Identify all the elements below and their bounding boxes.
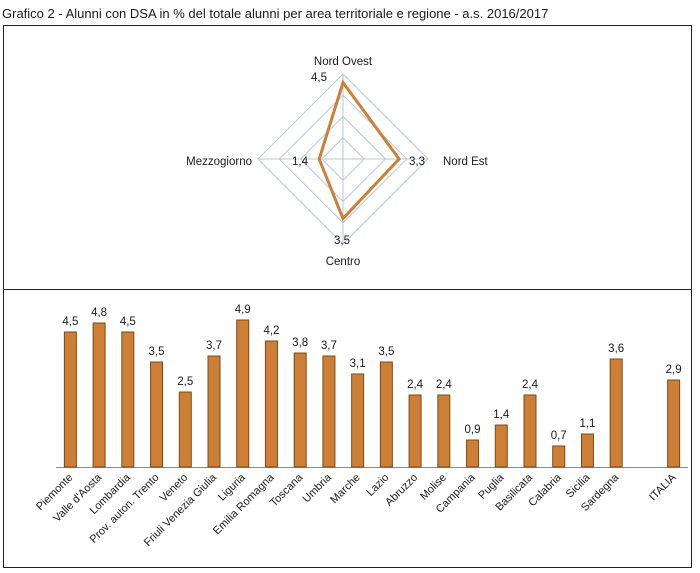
- bar-value-label: 3,7: [206, 340, 222, 352]
- bar-value-label: 4,2: [263, 325, 279, 337]
- bar-4: [150, 361, 164, 468]
- bar-15: [466, 439, 480, 468]
- bar-value-label: 2,4: [522, 379, 539, 391]
- radar-axis-label: Nord Est: [443, 156, 489, 168]
- bar-value-label: 4,5: [120, 316, 136, 328]
- bar-10: [322, 355, 336, 468]
- bar-value-label: 2,9: [666, 364, 682, 376]
- category-tick-label: Toscana: [268, 471, 306, 509]
- bar-16: [494, 424, 508, 468]
- bar-13: [408, 394, 422, 468]
- bar-14: [437, 394, 451, 468]
- bar-value-label: 3,5: [378, 346, 394, 358]
- bar-value-label: 4,5: [62, 316, 78, 328]
- radar-axis-label: Mezzogiorno: [186, 156, 252, 168]
- bar-value-label: 1,4: [493, 409, 510, 421]
- category-tick-label: Calabria: [526, 471, 564, 509]
- bar-18: [552, 445, 566, 468]
- bar-22: [667, 379, 681, 468]
- bar-8: [264, 340, 278, 468]
- bar-2: [92, 322, 106, 468]
- radar-axis-label: Centro: [326, 256, 361, 268]
- radar-series-line: [317, 79, 402, 222]
- bar-11: [351, 373, 365, 468]
- bar-value-label: 0,7: [551, 430, 567, 442]
- bar-value-label: 1,1: [579, 418, 595, 430]
- bar-12: [379, 361, 393, 468]
- bar-value-label: 4,9: [235, 304, 251, 316]
- bar-value-label: 3,5: [149, 346, 165, 358]
- bar-9: [293, 352, 307, 468]
- bar-5: [178, 391, 192, 468]
- radar-value-label: 1,4: [292, 156, 309, 168]
- category-tick-label: Abruzzo: [383, 472, 420, 509]
- bar-value-label: 3,8: [292, 337, 308, 349]
- bar-value-label: 4,8: [91, 307, 107, 319]
- bar-6: [207, 355, 221, 468]
- chart-frame: [3, 25, 692, 568]
- bar-3: [121, 331, 135, 468]
- bar-19: [580, 433, 594, 468]
- page-title: Grafico 2 - Alunni con DSA in % del tota…: [2, 6, 549, 21]
- bar-7: [236, 319, 250, 468]
- radar-value-label: 3,3: [409, 156, 425, 168]
- category-tick-label: Marche: [328, 472, 362, 506]
- bar-17: [523, 394, 537, 468]
- bar-20: [609, 358, 623, 468]
- radar-value-label: 3,5: [334, 235, 350, 247]
- radar-value-label: 4,5: [311, 72, 327, 84]
- bar-value-label: 0,9: [465, 424, 481, 436]
- bar-value-label: 2,5: [177, 376, 193, 388]
- radar-chart: Nord Ovest Nord Est Centro Mezzogiorno 4,5 3,…: [186, 56, 489, 268]
- bar-value-label: 2,4: [407, 379, 424, 391]
- panel-divider: [3, 289, 692, 290]
- category-tick-label: ITALIA: [647, 471, 679, 503]
- bar-value-label: 3,1: [350, 358, 366, 370]
- bar-value-label: 3,7: [321, 340, 337, 352]
- radar-axis-label: Nord Ovest: [314, 56, 373, 68]
- bar-value-label: 3,6: [608, 343, 624, 355]
- bar-value-label: 2,4: [436, 379, 453, 391]
- bar-1: [63, 331, 77, 468]
